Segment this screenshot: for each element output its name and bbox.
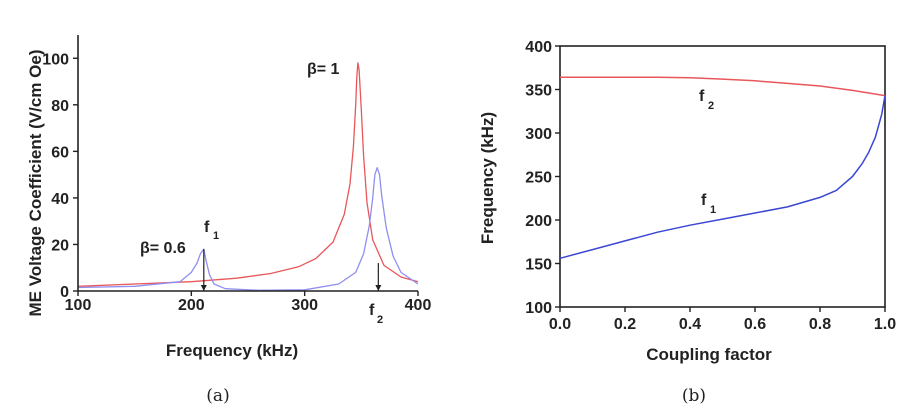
panel-b-ticks-group: 0.0 0.2 0.4 0.6 0.8 1.0 100 150 200 250 300 350 400 — [525, 39, 896, 333]
panel-a-series-line-beta-0-6 — [77, 167, 419, 291]
panel-a: 100 200 300 400 0 20 40 60 80 100 Frequency (kHz)… — [26, 35, 431, 406]
panel-a-x-tick-label: 300 — [291, 297, 318, 314]
panel-a-y-tick-label: 100 — [42, 51, 69, 68]
panel-b-x-tick-label: 0.0 — [549, 316, 571, 333]
panel-a-x-tick-label: 200 — [178, 297, 205, 314]
panel-a-caption: (a) — [206, 386, 229, 406]
panel-b-x-tick-label: 0.4 — [679, 316, 701, 333]
panel-b-f1-subscript: 1 — [710, 204, 716, 216]
panel-b-x-tick-label: 0.8 — [809, 316, 831, 333]
panel-a-y-tick-label: 0 — [60, 284, 69, 301]
panel-b-y-tick-label: 400 — [525, 39, 552, 56]
panel-a-y-tick-label: 60 — [51, 144, 69, 161]
panel-b: 0.0 0.2 0.4 0.6 0.8 1.0100150200250300350400 … — [478, 39, 896, 406]
panel-b-x-axis-title: Coupling factor — [646, 345, 772, 364]
panel-b-series-group — [559, 76, 886, 260]
panel-b-f1-label: f — [701, 192, 707, 209]
panel-a-y-tick-label: 40 — [51, 191, 69, 208]
panel-b-x-tick-label: 1.0 — [874, 316, 896, 333]
panel-b-y-tick-label: 350 — [525, 83, 552, 100]
panel-a-ticks-group: 100 200 300 400 0 20 40 60 80 100 — [42, 51, 431, 314]
panel-b-x-tick-label: 0.2 — [614, 316, 636, 333]
panel-a-x-tick-label: 400 — [405, 297, 432, 314]
panel-a-x-axis-title: Frequency (kHz) — [166, 341, 298, 360]
panel-b-plot-frame — [559, 45, 886, 308]
panel-b-series-line-f2 — [560, 76, 886, 97]
panel-b-y-axis-title: Frequency (kHz) — [478, 112, 497, 244]
panel-b-x-tick-label: 0.6 — [744, 316, 766, 333]
panel-b-caption: (b) — [682, 386, 706, 406]
panel-b-f2-subscript: 2 — [708, 100, 714, 112]
panel-b-series-line-f1 — [559, 95, 886, 260]
panel-a-y-axis-title: ME Voltage Coefficient (V/cm Oe) — [26, 49, 45, 316]
panel-a-y-tick-label: 80 — [51, 98, 69, 115]
panel-a-peak-marker-arrowhead — [200, 285, 207, 291]
panel-a-f2-subscript: 2 — [377, 314, 383, 326]
panel-a-f2-label: f — [369, 302, 375, 319]
panel-b-f2-label: f — [699, 88, 705, 105]
panel-a-y-tick-label: 20 — [51, 237, 69, 254]
panel-a-f1-label: f — [204, 219, 210, 236]
panel-a-f1-subscript: 1 — [213, 230, 219, 242]
panel-b-y-tick-label: 250 — [525, 170, 552, 187]
panel-a-beta06-label: β= 0.6 — [140, 240, 186, 257]
panel-a-markers-group — [200, 249, 382, 291]
panel-b-y-tick-label: 150 — [525, 257, 552, 274]
panel-a-beta1-label: β= 1 — [307, 61, 340, 78]
panel-a-series-line-beta-1 — [77, 62, 419, 287]
panel-a-series-group — [77, 62, 419, 291]
panel-a-peak-marker-arrowhead — [375, 285, 382, 291]
panel-b-y-tick-label: 100 — [525, 300, 552, 317]
panel-b-y-tick-label: 300 — [525, 126, 552, 143]
panel-a-x-tick-label: 100 — [65, 297, 92, 314]
panel-b-y-tick-label: 200 — [525, 213, 552, 230]
